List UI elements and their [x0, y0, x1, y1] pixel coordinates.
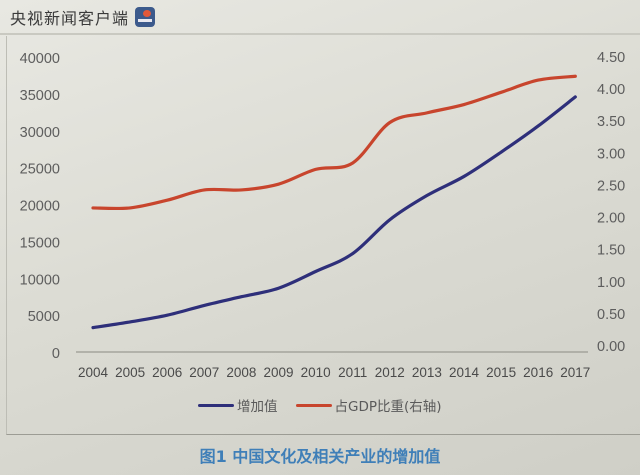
y-tick-label: 40000	[20, 51, 60, 67]
x-tick-label: 2014	[449, 365, 480, 380]
x-tick-label: 2010	[301, 365, 331, 380]
right-axis-ticks: 0.00 0.50 1.00 1.50 2.00 2.50 3.00 3.50 4.00 4.50	[597, 50, 625, 355]
y-tick-label: 0	[52, 346, 60, 362]
y-tick-label: 15000	[20, 235, 60, 251]
y-tick-label: 10000	[20, 272, 60, 288]
y2-tick-label: 2.50	[597, 178, 625, 194]
x-tick-label: 2004	[78, 365, 109, 380]
legend-swatch-red	[295, 403, 332, 407]
y2-tick-label: 4.00	[597, 82, 625, 98]
y-tick-label: 35000	[20, 88, 60, 104]
legend-swatch-blue	[198, 403, 234, 407]
y2-tick-label: 2.00	[597, 211, 625, 227]
legend-item-value-added: 增加值	[198, 395, 278, 415]
legend-item-gdp-share: 占GDP比重(右轴)	[295, 395, 442, 415]
y-tick-label: 5000	[28, 309, 60, 325]
y2-tick-label: 1.00	[597, 275, 625, 291]
legend: 增加值 占GDP比重(右轴)	[198, 395, 442, 415]
x-tick-label: 2007	[189, 365, 219, 380]
y2-tick-label: 3.50	[597, 114, 625, 130]
legend-label: 占GDP比重(右轴)	[334, 399, 442, 415]
y2-tick-label: 3.00	[597, 146, 625, 162]
y2-tick-label: 4.50	[597, 50, 625, 66]
line-chart: 0 5000 10000 15000 20000 25000 30000 35000 40000…	[20, 50, 626, 380]
x-tick-label: 2015	[486, 365, 516, 380]
left-axis-ticks: 0 5000 10000 15000 20000 25000 30000 35000 40000	[20, 51, 60, 362]
x-axis-ticks: 2004 2005 2006 2007 2008 2009 2010 2011 2012 2013…	[78, 365, 590, 380]
x-tick-label: 2013	[412, 365, 442, 380]
value-added-line	[91, 95, 577, 330]
watermark: 央视新闻客户端	[10, 5, 156, 29]
x-tick-label: 2012	[375, 365, 405, 380]
y2-tick-label: 0.00	[597, 339, 625, 355]
x-tick-label: 2006	[152, 365, 182, 380]
cctv-news-logo-icon	[135, 7, 156, 27]
x-tick-label: 2009	[263, 365, 293, 380]
y2-tick-label: 1.50	[597, 243, 625, 259]
legend-label: 增加值	[237, 399, 278, 415]
y-tick-label: 20000	[20, 199, 60, 215]
y2-tick-label: 0.50	[597, 307, 625, 323]
x-tick-label: 2008	[226, 365, 256, 380]
gdp-share-line	[91, 74, 577, 211]
x-tick-label: 2016	[523, 365, 553, 380]
y-tick-label: 30000	[20, 125, 60, 141]
chart-frame	[6, 36, 640, 435]
figure-caption: 图1 中国文化及相关产业的增加值	[199, 447, 441, 466]
x-tick-label: 2017	[560, 365, 590, 380]
y-tick-label: 25000	[20, 162, 60, 178]
x-tick-label: 2011	[338, 365, 367, 380]
x-tick-label: 2005	[115, 365, 145, 380]
divider	[0, 33, 640, 35]
watermark-text: 央视新闻客户端	[10, 9, 130, 28]
